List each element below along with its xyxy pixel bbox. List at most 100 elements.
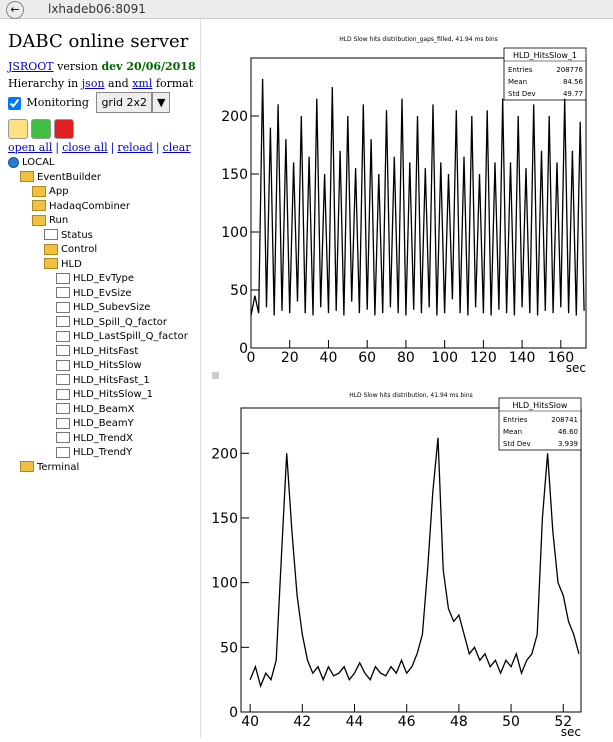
x-axis-label: sec	[561, 725, 581, 738]
tree-item[interactable]: HLD_HitsSlow_1	[8, 388, 200, 403]
start-button[interactable]	[31, 119, 51, 139]
tree-icon	[44, 258, 58, 269]
tree-item[interactable]: HadaqCombiner	[8, 200, 200, 215]
stats-key: Mean	[508, 78, 527, 86]
tree-item[interactable]: LOCAL	[8, 156, 200, 171]
address[interactable]: lxhadeb06:8091	[48, 2, 146, 16]
stats-key: Entries	[508, 66, 533, 74]
tree-label: HLD_LastSpill_Q_factor	[73, 331, 188, 342]
plots: HLD Slow hits distribution_gaps_filled, …	[200, 19, 613, 738]
tree-item[interactable]: HLD_HitsFast	[8, 345, 200, 360]
action-link[interactable]: open all	[8, 141, 52, 154]
y-tick-label: 100	[211, 576, 238, 592]
charts: HLD Slow hits distribution_gaps_filled, …	[201, 19, 613, 738]
tree-label: App	[49, 186, 69, 197]
splitter[interactable]	[212, 372, 219, 379]
tree-item[interactable]: HLD_HitsSlow	[8, 359, 200, 374]
tree-icon	[32, 186, 46, 197]
y-tick-label: 50	[230, 283, 248, 299]
tree-label: HLD_EvSize	[73, 288, 132, 299]
stats-name: HLD_HitsSlow_1	[513, 51, 577, 60]
separator: |	[156, 141, 160, 154]
y-tick-label: 200	[221, 109, 248, 125]
tree-icon	[44, 244, 58, 255]
tree-label: HLD_TrendX	[73, 433, 133, 444]
text: format	[156, 77, 193, 90]
x-tick-label: 0	[247, 350, 256, 366]
tree-item[interactable]: Run	[8, 214, 200, 229]
tree-label: HLD_TrendY	[73, 447, 132, 458]
stats-key: Mean	[503, 428, 522, 436]
tree-icon	[56, 432, 70, 443]
action-link[interactable]: reload	[117, 141, 153, 154]
y-tick-label: 150	[211, 511, 238, 527]
label: version	[57, 60, 98, 73]
x-tick-label: 46	[398, 714, 416, 730]
tree-icon	[56, 331, 70, 342]
stats-value: 84.56	[563, 78, 584, 86]
x-tick-label: 60	[358, 350, 376, 366]
stop-button[interactable]	[54, 119, 74, 139]
tree-item[interactable]: HLD_EvSize	[8, 287, 200, 302]
stats-value: 208741	[551, 416, 578, 424]
tree-item[interactable]: EventBuilder	[8, 171, 200, 186]
back-button[interactable]: ←	[6, 1, 24, 19]
tree-item[interactable]: HLD_TrendY	[8, 446, 200, 461]
x-tick-label: 80	[397, 350, 415, 366]
text: and	[108, 77, 129, 90]
tree-label: HLD_Spill_Q_factor	[73, 317, 167, 328]
text: Hierarchy in	[8, 77, 78, 90]
tree-label: HLD_HitsFast	[73, 346, 138, 357]
x-tick-label: 40	[241, 714, 259, 730]
tree-item[interactable]: HLD	[8, 258, 200, 273]
y-tick-label: 200	[211, 446, 238, 462]
tree-item[interactable]: Status	[8, 229, 200, 244]
dropdown[interactable]: ▼	[152, 92, 170, 113]
chart-title: HLD Slow hits distribution_gaps_filled, …	[339, 36, 498, 43]
action-link[interactable]: close all	[62, 141, 108, 154]
link[interactable]: json	[82, 77, 105, 90]
tree-label: HLD_HitsSlow	[73, 360, 142, 371]
tree-item[interactable]: HLD_EvType	[8, 272, 200, 287]
y-tick-label: 100	[221, 225, 248, 241]
tree-icon	[56, 389, 70, 400]
tree-label: LOCAL	[22, 157, 54, 168]
tree-item[interactable]: HLD_LastSpill_Q_factor	[8, 330, 200, 345]
tree-icon	[56, 316, 70, 327]
tree-item[interactable]: HLD_BeamY	[8, 417, 200, 432]
toolbar	[8, 119, 200, 139]
tree-item[interactable]: Terminal	[8, 461, 200, 476]
x-tick-label: 140	[509, 350, 536, 366]
checkbox[interactable]	[8, 97, 21, 110]
x-tick-label: 20	[281, 350, 299, 366]
tree-icon	[56, 273, 70, 284]
tree-item[interactable]: HLD_Spill_Q_factor	[8, 316, 200, 331]
monitoring-line: Monitoring grid 2x2▼	[8, 92, 200, 113]
stats-key: Std Dev	[508, 90, 536, 98]
tree-label: Control	[61, 244, 97, 255]
app-title: DABC online server	[8, 31, 200, 52]
tree-item[interactable]: HLD_TrendX	[8, 432, 200, 447]
tree-icon	[56, 287, 70, 298]
tree-item[interactable]: HLD_BeamX	[8, 403, 200, 418]
x-axis-label: sec	[566, 361, 586, 375]
x-tick-label: 120	[470, 350, 497, 366]
tree-label: HadaqCombiner	[49, 201, 130, 212]
stats-value: 49.77	[563, 90, 583, 98]
action-link[interactable]: clear	[163, 141, 191, 154]
stats-value: 208776	[556, 66, 583, 74]
tree-icon	[56, 403, 70, 414]
link[interactable]: xml	[132, 77, 152, 90]
link[interactable]: JSROOT	[8, 60, 54, 73]
layout-select[interactable]: grid 2x2	[96, 92, 152, 113]
tree-label: HLD_BeamY	[73, 418, 134, 429]
tree-item[interactable]: App	[8, 185, 200, 200]
stats-name: HLD_HitsSlow	[513, 401, 568, 410]
tree-item[interactable]: Control	[8, 243, 200, 258]
chart-title: HLD Slow hits distribution, 41.94 ms bin…	[349, 392, 473, 399]
clear-button[interactable]	[8, 119, 28, 139]
tree-item[interactable]: HLD_SubevSize	[8, 301, 200, 316]
tree-icon	[56, 447, 70, 458]
tree-item[interactable]: HLD_HitsFast_1	[8, 374, 200, 389]
